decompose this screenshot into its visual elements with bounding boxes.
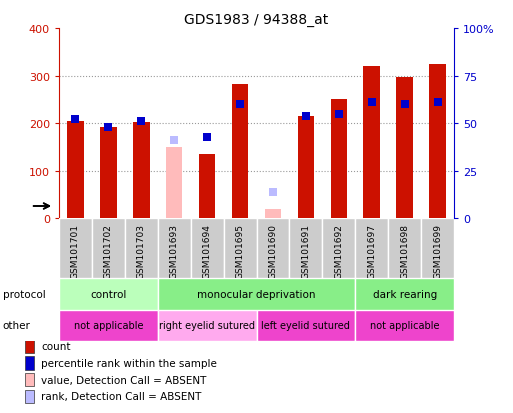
Text: GSM101702: GSM101702 xyxy=(104,224,113,278)
Text: monocular deprivation: monocular deprivation xyxy=(198,289,315,299)
Bar xyxy=(232,85,248,219)
Text: percentile rank within the sample: percentile rank within the sample xyxy=(41,358,217,368)
Title: GDS1983 / 94388_at: GDS1983 / 94388_at xyxy=(184,12,329,26)
Bar xyxy=(388,219,421,279)
Text: GSM101703: GSM101703 xyxy=(137,224,146,278)
Bar xyxy=(158,310,256,341)
Bar xyxy=(397,78,413,219)
Text: not applicable: not applicable xyxy=(370,320,439,330)
Bar xyxy=(265,209,281,219)
Text: GSM101690: GSM101690 xyxy=(268,224,278,278)
Bar xyxy=(25,390,34,403)
Text: value, Detection Call = ABSENT: value, Detection Call = ABSENT xyxy=(41,375,207,385)
Bar xyxy=(59,310,158,341)
Text: GSM101697: GSM101697 xyxy=(367,224,376,278)
Bar xyxy=(429,64,446,219)
Text: left eyelid sutured: left eyelid sutured xyxy=(262,320,350,330)
Text: GSM101695: GSM101695 xyxy=(235,224,245,278)
Bar xyxy=(355,219,388,279)
Text: GSM101694: GSM101694 xyxy=(203,224,212,278)
Text: control: control xyxy=(90,289,127,299)
Bar xyxy=(92,219,125,279)
Bar xyxy=(298,117,314,219)
Text: not applicable: not applicable xyxy=(74,320,143,330)
Text: right eyelid sutured: right eyelid sutured xyxy=(159,320,255,330)
Bar xyxy=(59,279,158,310)
Bar xyxy=(100,127,116,219)
Text: GSM101698: GSM101698 xyxy=(400,224,409,278)
Text: GSM101693: GSM101693 xyxy=(170,224,179,278)
Bar xyxy=(355,310,454,341)
Text: GSM101692: GSM101692 xyxy=(334,224,343,278)
Text: GSM101699: GSM101699 xyxy=(433,224,442,278)
Bar xyxy=(191,219,224,279)
Bar xyxy=(67,121,84,219)
Bar xyxy=(133,123,149,219)
Bar xyxy=(125,219,158,279)
Bar xyxy=(256,310,355,341)
Bar xyxy=(25,340,34,353)
Bar xyxy=(25,373,34,386)
Text: other: other xyxy=(3,320,30,330)
Bar xyxy=(224,219,256,279)
Bar xyxy=(166,148,183,219)
Bar xyxy=(59,219,92,279)
Bar xyxy=(322,219,355,279)
Text: GSM101691: GSM101691 xyxy=(301,224,310,278)
Bar xyxy=(289,219,322,279)
Bar xyxy=(25,356,34,370)
Bar xyxy=(158,279,355,310)
Bar xyxy=(364,67,380,219)
Text: rank, Detection Call = ABSENT: rank, Detection Call = ABSENT xyxy=(41,392,202,401)
Bar xyxy=(355,279,454,310)
Bar xyxy=(421,219,454,279)
Text: count: count xyxy=(41,342,71,351)
Bar xyxy=(330,100,347,219)
Text: protocol: protocol xyxy=(3,289,45,299)
Text: GSM101701: GSM101701 xyxy=(71,224,80,278)
Bar xyxy=(199,155,215,219)
Bar xyxy=(158,219,191,279)
Bar xyxy=(256,219,289,279)
Text: dark rearing: dark rearing xyxy=(372,289,437,299)
